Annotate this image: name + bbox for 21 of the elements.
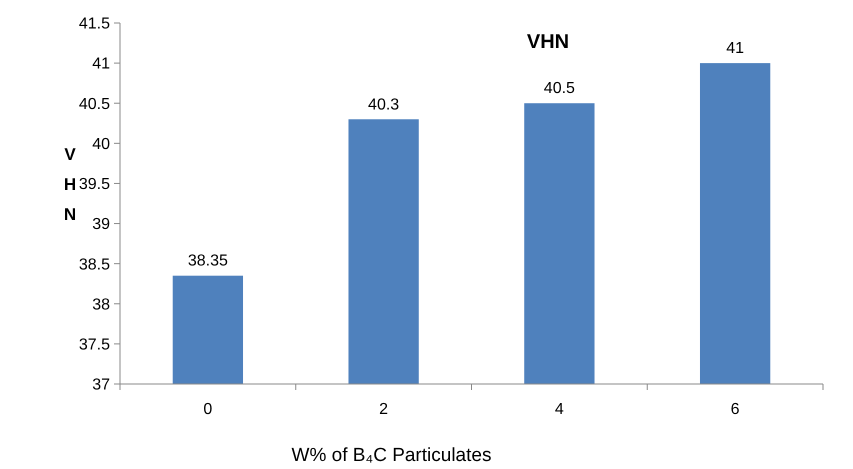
- chart-title: VHN: [526, 31, 570, 53]
- data-label: 38.35: [188, 252, 228, 270]
- data-label: 41: [726, 40, 744, 58]
- y-tick-label: 40.5: [78, 96, 110, 113]
- y-tick-label: 37.5: [78, 336, 110, 354]
- x-tick-label: 4: [554, 401, 564, 418]
- y-tick-label: 40: [92, 136, 110, 153]
- x-tick-label: 6: [730, 401, 740, 418]
- data-label: 40.5: [544, 80, 576, 98]
- y-tick-label: 38: [92, 296, 110, 314]
- y-tick-label: 41: [92, 56, 110, 73]
- y-tick-label: 37: [92, 376, 110, 394]
- y-axis-title: VHN: [64, 145, 76, 224]
- x-tick-label: 2: [379, 401, 388, 418]
- y-tick-label: 39.5: [78, 176, 110, 194]
- data-label: 40.3: [368, 96, 400, 114]
- y-tick-label: 38.5: [78, 256, 110, 274]
- x-tick-label: 0: [203, 401, 212, 418]
- y-tick-label: 41.5: [78, 16, 110, 33]
- y-tick-label: 39: [92, 216, 110, 234]
- x-axis-title: W% of B₄C Particulates: [292, 445, 492, 466]
